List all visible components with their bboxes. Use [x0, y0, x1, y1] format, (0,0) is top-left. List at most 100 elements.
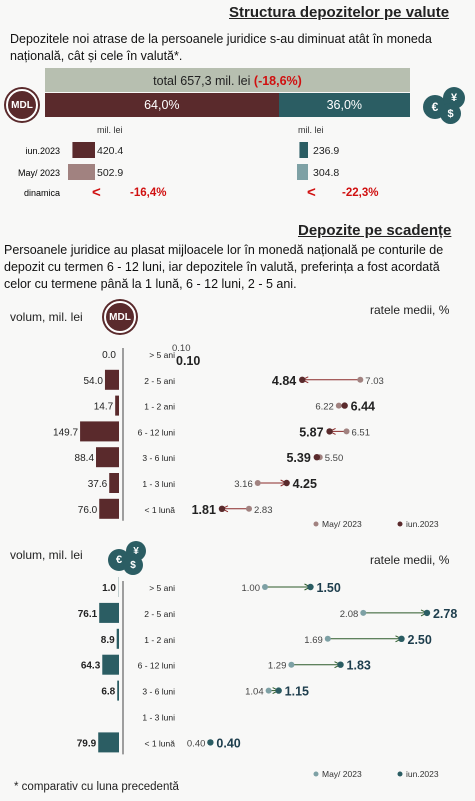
unit-fx: mil. lei — [298, 125, 324, 135]
rate-label-jun: 0.10 — [176, 354, 200, 368]
volume-label: 14.7 — [94, 402, 114, 413]
volume-label: 76.1 — [78, 609, 98, 620]
volume-label: 0.0 — [102, 350, 116, 361]
category-label: 3 - 6 luni — [142, 453, 175, 463]
rate-label-jun: 1.50 — [317, 581, 341, 595]
category-label: 3 - 6 luni — [142, 687, 175, 697]
mdl-badge-icon: MDL — [6, 89, 38, 121]
volume-label: 76.0 — [78, 505, 98, 516]
fx-dynamics: -22,3% — [342, 187, 378, 199]
fx-share-bar: 36,0% — [278, 93, 410, 117]
rate-label-jun: 1.83 — [347, 659, 371, 673]
volume-label: 37.6 — [88, 479, 108, 490]
rate-point-jun — [207, 739, 214, 746]
rate-label-may: 6.22 — [315, 402, 334, 413]
volume-label: 64.3 — [81, 661, 101, 672]
rate-label-jun: 4.25 — [293, 477, 317, 491]
rate-point-may — [343, 428, 350, 435]
category-label: 1 - 2 ani — [144, 402, 175, 412]
total-label: total 657,3 mil. lei — [153, 74, 251, 88]
total-bar — [45, 68, 410, 92]
rate-point-jun — [299, 376, 306, 383]
chart1-mdl-badge-icon: MDL — [104, 301, 136, 333]
section1-text: Depozitele noi atrase de la persoanele j… — [10, 32, 432, 63]
mdl-dynamics-arrow: < — [92, 184, 101, 200]
fx-dynamics-arrow: < — [307, 184, 316, 200]
fx-value-label: 304.8 — [313, 167, 339, 179]
rate-point-jun — [398, 635, 405, 642]
volume-bar — [99, 602, 119, 623]
category-label: 1 - 3 luni — [142, 479, 175, 489]
rate-point-jun — [326, 428, 333, 435]
legend-jun-marker — [397, 771, 403, 777]
rate-point-jun — [423, 609, 431, 617]
volume-label: 79.9 — [77, 738, 97, 749]
legend-jun: iun.2023 — [406, 519, 439, 529]
legend-may: May/ 2023 — [322, 769, 362, 779]
rate-point-jun — [275, 687, 282, 694]
rate-label-jun: 1.81 — [192, 503, 216, 517]
row-label-jun: iun.2023 — [25, 146, 60, 156]
rate-label-may: 0.40 — [187, 738, 206, 749]
rate-label-may: 2.83 — [254, 505, 273, 516]
volume-bar — [117, 680, 119, 701]
fx-value-bar — [299, 142, 308, 158]
structure-comparison-chart: mil. lei mil. lei iun.2023 May/ 2023 din… — [18, 125, 378, 200]
category-label: 6 - 12 luni — [138, 661, 175, 671]
rate-label-jun: 4.84 — [272, 374, 296, 388]
rate-point-jun — [307, 583, 314, 591]
row-label-dinamica: dinamica — [24, 188, 60, 198]
rate-point-may — [254, 480, 261, 486]
category-label: 1 - 3 luni — [142, 713, 175, 723]
volume-bar — [115, 395, 119, 416]
chart2-rates-label: ratele medii, % — [370, 553, 450, 567]
volume-label: 1.0 — [102, 583, 116, 594]
rate-label-may: 1.69 — [304, 635, 323, 646]
chart1-mdl-badge-label: MDL — [109, 311, 131, 323]
mdl-share-label: 64,0% — [144, 98, 180, 112]
unit-mdl: mil. lei — [97, 125, 123, 135]
category-label: 2 - 5 ani — [144, 609, 175, 619]
legend-may: May/ 2023 — [322, 519, 362, 529]
rate-label-jun: 6.44 — [351, 400, 375, 414]
rate-point-may — [245, 505, 252, 512]
rate-point-may — [335, 402, 342, 409]
volume-bar — [96, 447, 119, 468]
volume-bar — [102, 654, 119, 675]
volume-bar — [99, 498, 119, 519]
volume-bar — [104, 369, 119, 390]
category-label: 1 - 2 ani — [144, 635, 175, 645]
rate-label-may: 5.50 — [325, 453, 344, 464]
rate-label-jun: 5.39 — [286, 451, 310, 465]
volume-bar — [80, 421, 119, 442]
chart1-volume-label: volum, mil. lei — [10, 310, 83, 324]
rate-point-may — [288, 661, 295, 668]
rate-label-jun: 1.15 — [285, 685, 309, 699]
row-label-may: May/ 2023 — [18, 168, 60, 178]
mdl-value-label: 420.4 — [97, 145, 123, 157]
volume-bar — [98, 732, 119, 753]
rate-point-jun — [313, 454, 321, 461]
volume-label: 8.9 — [101, 635, 115, 646]
fx-share-label: 36,0% — [326, 98, 363, 112]
rate-label-may: 6.51 — [352, 427, 371, 438]
rate-label-may: 1.04 — [245, 687, 264, 698]
rate-label-may: 0.10 — [172, 343, 191, 354]
category-label: 6 - 12 luni — [138, 427, 175, 437]
rate-label-may: 2.08 — [340, 609, 359, 620]
chart2-volume-label: volum, mil. lei — [10, 548, 83, 562]
rate-label-jun: 0.40 — [216, 736, 240, 750]
footnote: * comparativ cu luna precedentă — [14, 781, 179, 793]
total-change: (-18,6%) — [253, 74, 302, 88]
volume-label: 54.0 — [83, 376, 103, 387]
mdl-value-bar — [68, 164, 95, 180]
chart1-mdl-maturities: > 5 ani 0.0 2 - 5 ani 54.0 7.03 4.84 1 - 2 ani… — [53, 343, 439, 529]
volume-label: 6.8 — [101, 687, 115, 698]
section2-title: Depozite pe scadențe — [298, 222, 452, 239]
rate-point-may — [357, 376, 364, 383]
rate-point-jun — [337, 661, 344, 668]
rate-label-jun: 2.78 — [433, 607, 457, 621]
mdl-badge-label: MDL — [11, 99, 33, 111]
mdl-value-bar — [72, 142, 95, 158]
total-label-row: total 657,3 mil. lei (-18,6%) — [45, 74, 410, 88]
